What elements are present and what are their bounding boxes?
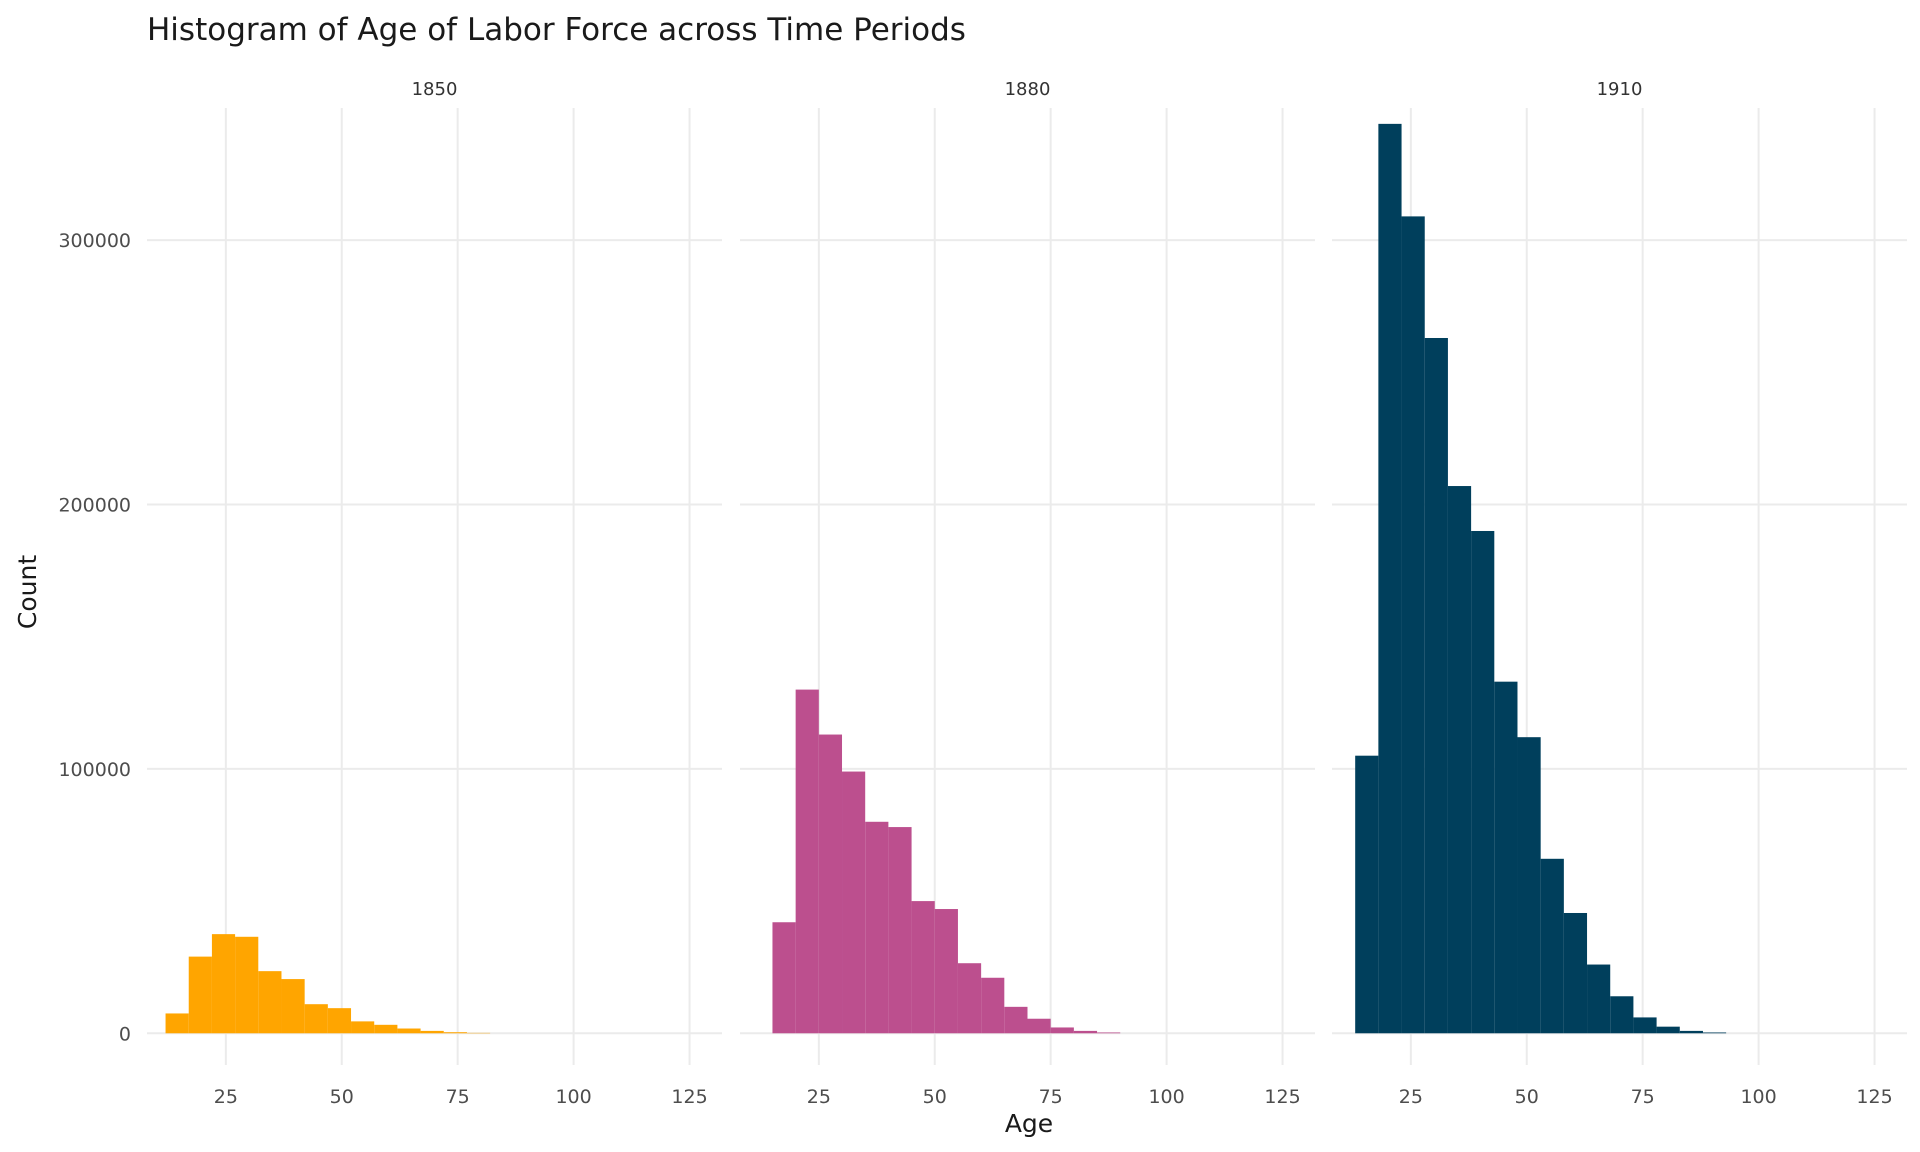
histogram-bar <box>1355 755 1379 1034</box>
y-tick-label: 0 <box>119 1023 131 1045</box>
histogram-bar <box>188 956 212 1034</box>
histogram-bar <box>1097 1032 1121 1034</box>
histogram-bar <box>1424 337 1448 1034</box>
facet-strip-label: 1850 <box>412 79 458 100</box>
histogram-bar <box>397 1028 421 1034</box>
x-tick-label: 100 <box>1148 1086 1184 1108</box>
histogram-bar <box>443 1032 467 1034</box>
histogram-bar <box>1702 1032 1727 1034</box>
histogram-bar <box>1540 858 1564 1034</box>
histogram-bar <box>304 1004 328 1034</box>
histogram-bar <box>1027 1018 1051 1034</box>
x-tick-label: 75 <box>446 1086 470 1108</box>
x-axis-title: Age <box>1005 1109 1053 1138</box>
facet-strip-label: 1910 <box>1597 79 1643 100</box>
facet-panel-1880: 25 50 75 100 125 1880 <box>740 79 1315 1108</box>
histogram-bar <box>1004 1006 1028 1034</box>
histogram-bar <box>165 1013 189 1034</box>
histogram-bar <box>1447 486 1472 1034</box>
x-tick-label: 100 <box>1740 1086 1776 1108</box>
histogram-bar <box>211 934 236 1034</box>
facet-panel-1910: 25 50 75 100 125 1910 <box>1332 79 1907 1108</box>
histogram-bar <box>1471 530 1495 1034</box>
histogram-bar <box>981 977 1005 1034</box>
histogram-bar <box>1633 1017 1657 1034</box>
histogram-bar <box>1073 1030 1098 1034</box>
histogram-bar <box>351 1021 375 1034</box>
x-tick-label: 50 <box>923 1086 947 1108</box>
histogram-bar <box>772 922 796 1034</box>
x-tick-label: 25 <box>214 1086 238 1108</box>
x-tick-label: 50 <box>1515 1086 1539 1108</box>
histogram-bar <box>1378 123 1402 1034</box>
y-tick-label: 300000 <box>58 230 131 252</box>
x-tick-label: 125 <box>671 1086 707 1108</box>
histogram-bar <box>934 909 958 1034</box>
x-tick-label: 25 <box>807 1086 831 1108</box>
x-tick-label: 75 <box>1039 1086 1063 1108</box>
facet-strip-label: 1880 <box>1005 79 1051 100</box>
y-axis-title: Count <box>13 555 42 629</box>
x-tick-label: 125 <box>1856 1086 1892 1108</box>
histogram-bar <box>888 827 912 1034</box>
x-tick-label: 25 <box>1399 1086 1423 1108</box>
histogram-bar <box>1401 216 1425 1034</box>
histogram-bar <box>1517 737 1541 1034</box>
y-tick-label: 200000 <box>58 495 131 517</box>
histogram-bar <box>911 901 935 1034</box>
histogram-bar <box>818 734 843 1034</box>
histogram-bar <box>1563 912 1588 1034</box>
histogram-bar <box>281 979 305 1034</box>
x-tick-label: 75 <box>1631 1086 1655 1108</box>
histogram-bar <box>795 689 819 1034</box>
histogram-bar <box>842 771 866 1034</box>
histogram-bar <box>1610 996 1634 1034</box>
histogram-bar <box>865 821 889 1034</box>
histogram-bar <box>1587 964 1611 1034</box>
histogram-bar <box>374 1024 398 1034</box>
x-tick-label: 50 <box>330 1086 354 1108</box>
histogram-bar <box>420 1030 444 1034</box>
x-tick-label: 125 <box>1264 1086 1300 1108</box>
facet-panel-1850: 25 50 75 100 125 1850 <box>147 79 722 1108</box>
histogram-bar <box>258 971 282 1034</box>
x-tick-label: 100 <box>555 1086 591 1108</box>
histogram-bar <box>1656 1026 1680 1034</box>
histogram-bar <box>1050 1027 1074 1034</box>
histogram-bar <box>235 936 259 1034</box>
histogram-bar <box>1679 1030 1703 1034</box>
histogram-bar <box>957 963 982 1034</box>
histogram-bar <box>1494 681 1518 1034</box>
y-tick-label: 100000 <box>58 759 131 781</box>
histogram-bar <box>327 1008 352 1034</box>
chart-title: Histogram of Age of Labor Force across T… <box>147 12 966 48</box>
